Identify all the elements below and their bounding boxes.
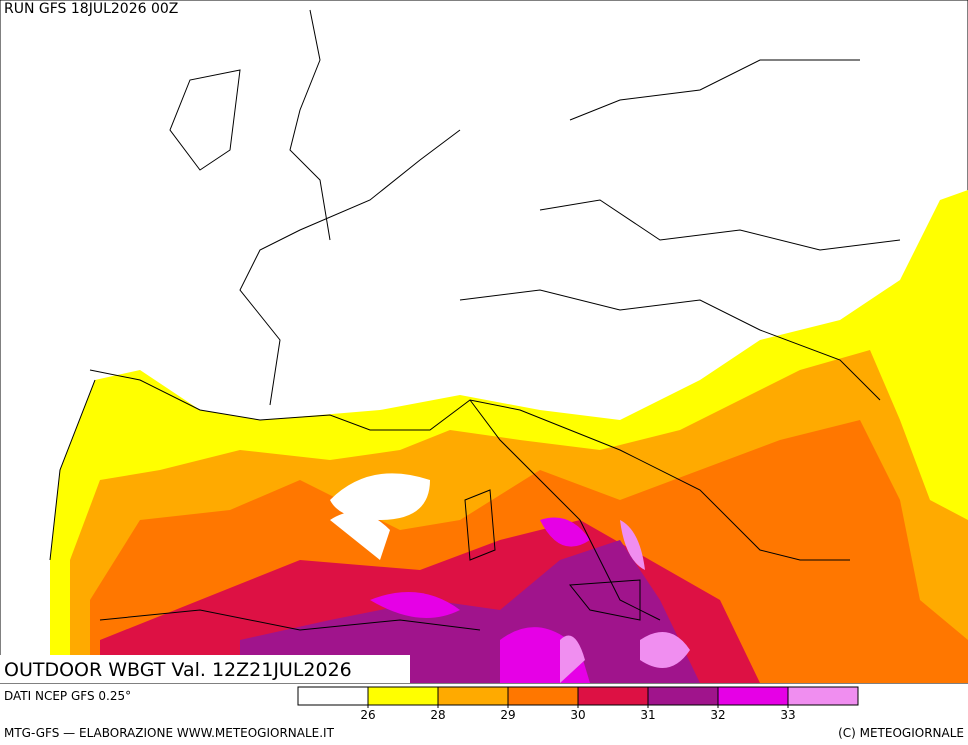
run-label: RUN GFS 18JUL2026 00Z <box>4 1 178 17</box>
level-label: 29 <box>500 708 515 722</box>
footer-right: (C) METEOGIORNALE <box>838 726 964 740</box>
color-box <box>787 686 859 706</box>
color-box <box>297 686 369 706</box>
level-label: 28 <box>430 708 445 722</box>
color-box <box>577 686 649 706</box>
coastlines <box>49 9 901 631</box>
color-box <box>367 686 439 706</box>
data-source: DATI NCEP GFS 0.25° <box>4 689 131 703</box>
level-label: 26 <box>360 708 375 722</box>
heat-field <box>50 190 968 683</box>
title-box <box>0 655 410 683</box>
color-box <box>717 686 789 706</box>
level-label: 33 <box>780 708 795 722</box>
level-label: 32 <box>710 708 725 722</box>
map-title: OUTDOOR WBGT Val. 12Z21JUL2026 <box>4 659 352 681</box>
color-box <box>507 686 579 706</box>
level-label: 30 <box>570 708 585 722</box>
colorbar: 26 28 29 30 31 32 33 <box>297 686 859 722</box>
color-box <box>647 686 719 706</box>
color-box <box>437 686 509 706</box>
level-label: 31 <box>640 708 655 722</box>
footer-left: MTG-GFS — ELABORAZIONE WWW.METEOGIORNALE… <box>4 726 335 740</box>
